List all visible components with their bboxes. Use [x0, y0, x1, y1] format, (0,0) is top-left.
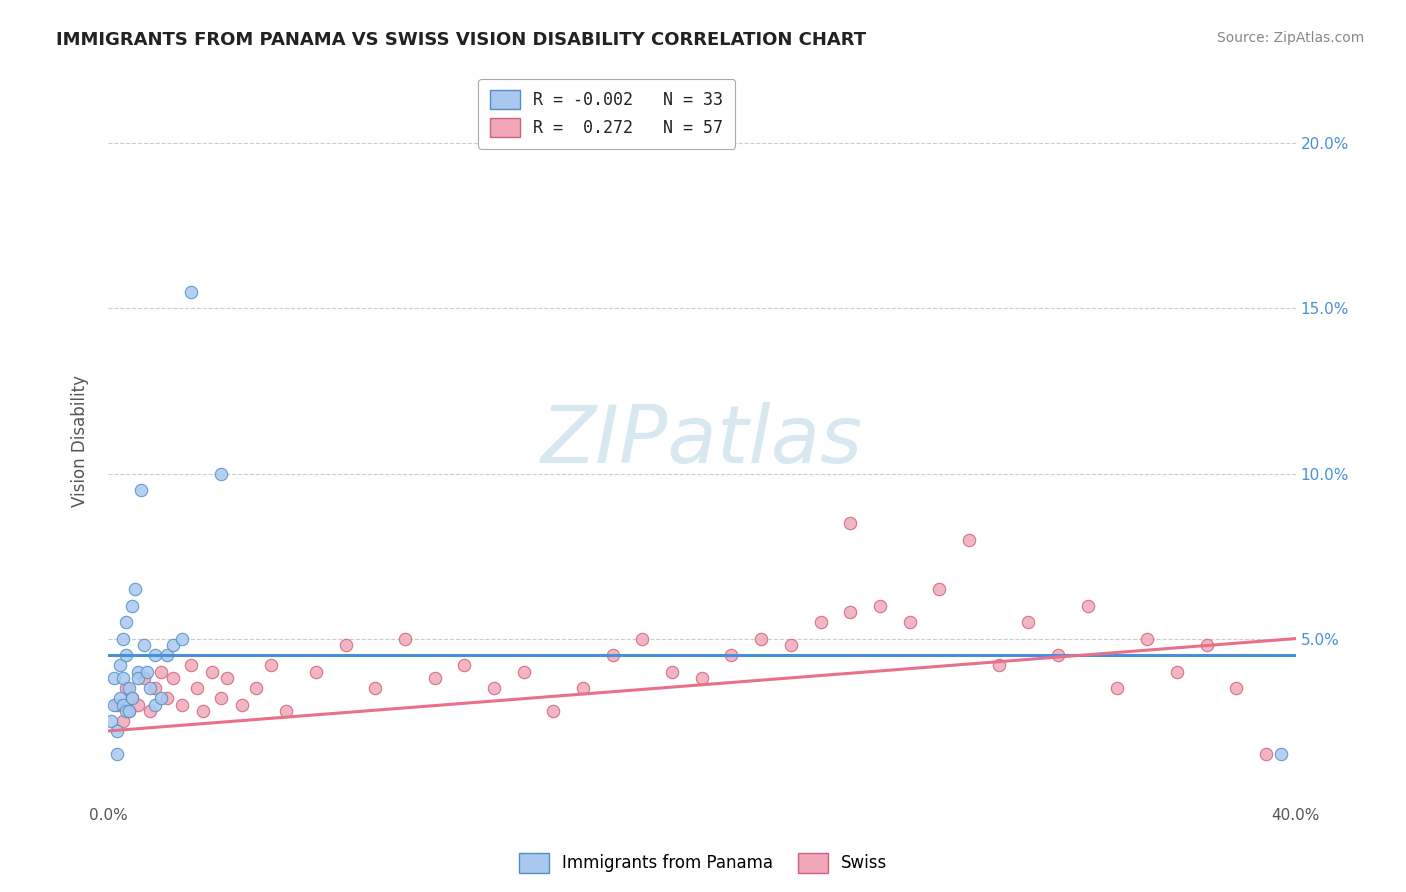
Point: [138, 681, 160, 695]
Point: [482, 681, 505, 695]
Y-axis label: Vision Disability: Vision Disability: [72, 375, 89, 507]
Point: [987, 657, 1010, 672]
Point: [898, 615, 921, 629]
Point: [127, 665, 149, 679]
Point: [105, 698, 128, 712]
Point: [512, 665, 534, 679]
Legend: R = -0.002   N = 33, R =  0.272   N = 57: R = -0.002 N = 33, R = 0.272 N = 57: [478, 78, 735, 149]
Point: [180, 657, 202, 672]
Point: [108, 657, 131, 672]
Point: [111, 714, 134, 728]
Point: [661, 665, 683, 679]
Point: [957, 533, 980, 547]
Point: [209, 467, 232, 481]
Point: [1195, 638, 1218, 652]
Point: [111, 632, 134, 646]
Point: [118, 704, 141, 718]
Point: [118, 704, 141, 718]
Point: [121, 691, 143, 706]
Text: IMMIGRANTS FROM PANAMA VS SWISS VISION DISABILITY CORRELATION CHART: IMMIGRANTS FROM PANAMA VS SWISS VISION D…: [56, 31, 866, 49]
Point: [162, 671, 184, 685]
Point: [602, 648, 624, 662]
Point: [869, 599, 891, 613]
Point: [423, 671, 446, 685]
Point: [121, 691, 143, 706]
Point: [114, 615, 136, 629]
Point: [749, 632, 772, 646]
Point: [839, 516, 862, 530]
Point: [172, 632, 194, 646]
Point: [720, 648, 742, 662]
Point: [145, 698, 167, 712]
Point: [105, 747, 128, 761]
Point: [1077, 599, 1099, 613]
Point: [111, 698, 134, 712]
Point: [335, 638, 357, 652]
Point: [114, 681, 136, 695]
Point: [215, 671, 238, 685]
Point: [145, 681, 167, 695]
Point: [138, 704, 160, 718]
Point: [127, 698, 149, 712]
Point: [1225, 681, 1247, 695]
Point: [103, 698, 125, 712]
Point: [135, 665, 157, 679]
Point: [209, 691, 232, 706]
Point: [150, 665, 173, 679]
Point: [928, 582, 950, 596]
Point: [162, 638, 184, 652]
Point: [132, 638, 155, 652]
Point: [180, 285, 202, 299]
Legend: Immigrants from Panama, Swiss: Immigrants from Panama, Swiss: [512, 847, 894, 880]
Point: [132, 671, 155, 685]
Point: [231, 698, 253, 712]
Point: [1254, 747, 1277, 761]
Point: [127, 671, 149, 685]
Point: [121, 599, 143, 613]
Point: [111, 671, 134, 685]
Point: [394, 632, 416, 646]
Point: [114, 648, 136, 662]
Point: [105, 724, 128, 739]
Point: [364, 681, 387, 695]
Point: [1270, 747, 1292, 761]
Point: [129, 483, 152, 497]
Point: [1136, 632, 1159, 646]
Point: [690, 671, 713, 685]
Point: [1017, 615, 1039, 629]
Point: [118, 681, 141, 695]
Text: ZIPatlas: ZIPatlas: [541, 401, 863, 480]
Text: Source: ZipAtlas.com: Source: ZipAtlas.com: [1216, 31, 1364, 45]
Point: [172, 698, 194, 712]
Point: [631, 632, 654, 646]
Point: [145, 648, 167, 662]
Point: [186, 681, 208, 695]
Point: [114, 704, 136, 718]
Point: [124, 582, 146, 596]
Point: [453, 657, 475, 672]
Point: [305, 665, 328, 679]
Point: [1166, 665, 1188, 679]
Point: [810, 615, 832, 629]
Point: [572, 681, 595, 695]
Point: [100, 714, 122, 728]
Point: [201, 665, 224, 679]
Point: [156, 648, 179, 662]
Point: [103, 671, 125, 685]
Point: [260, 657, 283, 672]
Point: [1107, 681, 1129, 695]
Point: [191, 704, 214, 718]
Point: [108, 691, 131, 706]
Point: [245, 681, 267, 695]
Point: [543, 704, 565, 718]
Point: [839, 605, 862, 619]
Point: [1047, 648, 1070, 662]
Point: [156, 691, 179, 706]
Point: [779, 638, 801, 652]
Point: [150, 691, 173, 706]
Point: [276, 704, 298, 718]
